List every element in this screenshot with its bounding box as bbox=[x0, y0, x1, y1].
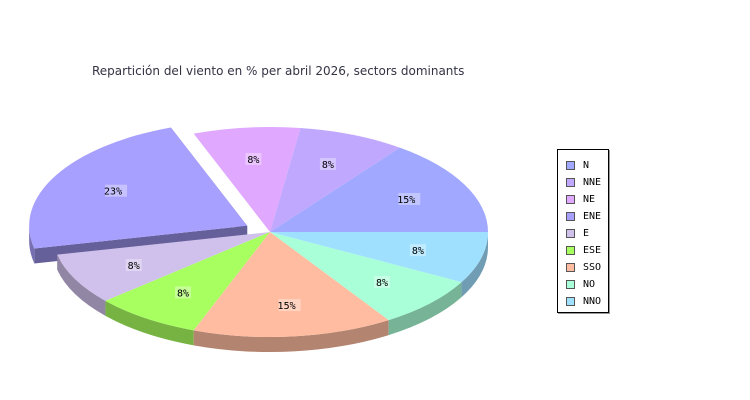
pie-slice-no bbox=[270, 232, 462, 321]
legend-item-sso: SSO bbox=[558, 259, 608, 276]
legend-label: ENE bbox=[583, 211, 602, 222]
legend-item-e: E bbox=[558, 225, 608, 242]
slice-value-label: 23% bbox=[104, 187, 122, 198]
legend-swatch bbox=[566, 161, 575, 170]
pie-slice-ne bbox=[193, 127, 301, 232]
pie-slice-side-no bbox=[388, 282, 462, 336]
legend-label: SSO bbox=[583, 262, 602, 273]
legend-label: N bbox=[583, 160, 590, 171]
legend-swatch bbox=[566, 229, 575, 238]
legend-item-ene: ENE bbox=[558, 208, 608, 225]
pie-slice-side-ene bbox=[29, 225, 35, 264]
slice-value-label: 8% bbox=[177, 288, 189, 299]
pie-slice-side-ese bbox=[105, 300, 194, 346]
legend-swatch bbox=[566, 297, 575, 306]
legend-item-nne: NNE bbox=[558, 174, 608, 191]
legend-label: NNE bbox=[583, 177, 602, 188]
slice-value-label: 8% bbox=[322, 160, 334, 171]
pie-slice-ene bbox=[29, 127, 248, 249]
legend-item-no: NO bbox=[558, 276, 608, 293]
pie-slice-e bbox=[57, 232, 270, 301]
pie-slice-side-sso bbox=[193, 320, 389, 352]
pie-slice-sso bbox=[193, 232, 389, 337]
legend-swatch bbox=[566, 280, 575, 289]
legend-label: NO bbox=[583, 279, 596, 290]
legend-item-ese: ESE bbox=[558, 242, 608, 259]
legend-item-ne: NE bbox=[558, 191, 608, 208]
pie-slice-side-nno bbox=[461, 232, 488, 298]
legend-label: E bbox=[583, 228, 590, 239]
slice-value-label: 8% bbox=[128, 261, 140, 272]
pie-slice-n bbox=[270, 147, 488, 232]
legend-label: NNO bbox=[583, 296, 602, 307]
legend-item-n: N bbox=[558, 157, 608, 174]
chart-title: Repartición del viento en % per abril 20… bbox=[92, 64, 465, 78]
slice-value-label: 8% bbox=[376, 278, 388, 289]
chart-legend: N NNE NE ENE E ESE SSO NO NNO bbox=[557, 149, 609, 313]
legend-swatch bbox=[566, 195, 575, 204]
slice-value-label: 15% bbox=[278, 301, 296, 312]
legend-swatch bbox=[566, 246, 575, 255]
slice-value-label: 15% bbox=[397, 195, 415, 206]
legend-swatch bbox=[566, 178, 575, 187]
legend-swatch bbox=[566, 263, 575, 272]
slice-value-label: 8% bbox=[247, 155, 259, 166]
legend-item-nno: NNO bbox=[558, 293, 608, 310]
pie-slice-ese bbox=[105, 232, 270, 331]
pie-slice-nno bbox=[270, 232, 488, 283]
legend-label: NE bbox=[583, 194, 596, 205]
pie-slice-side-e bbox=[57, 254, 106, 316]
legend-label: ESE bbox=[583, 245, 602, 256]
legend-swatch bbox=[566, 212, 575, 221]
pie-slice-nne bbox=[270, 128, 400, 232]
slice-value-label: 8% bbox=[412, 246, 424, 257]
